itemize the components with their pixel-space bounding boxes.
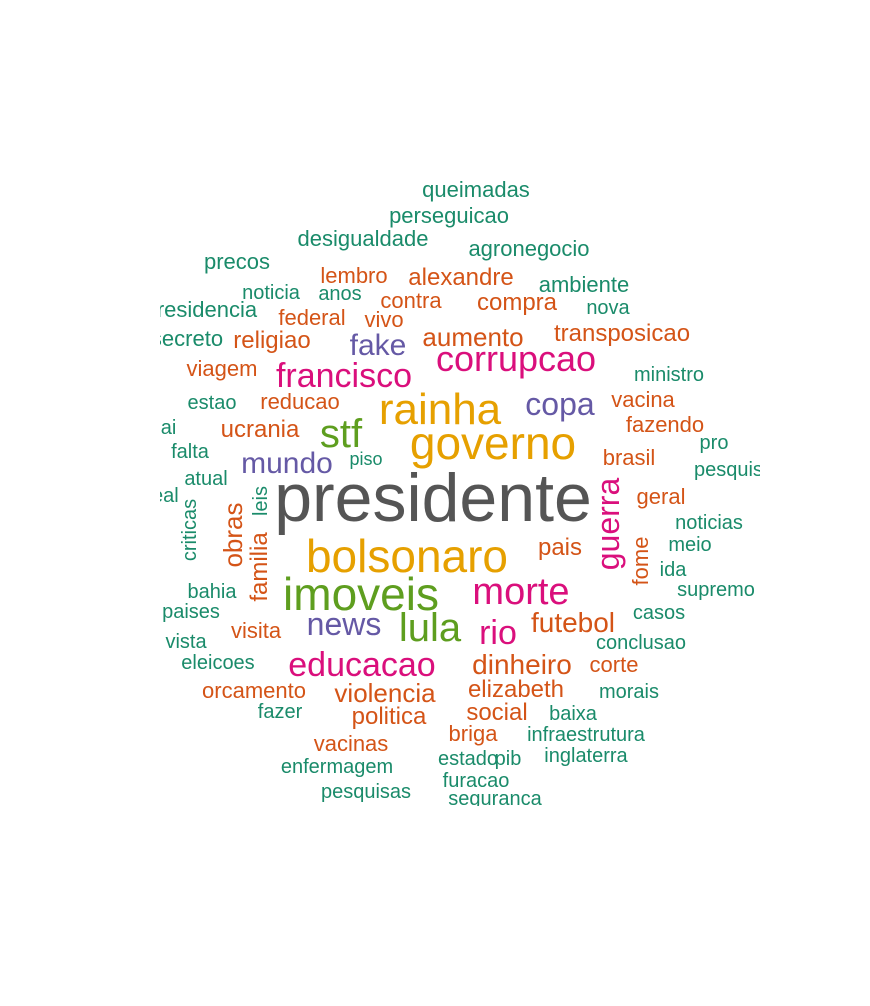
word-religiao: religiao — [233, 327, 311, 354]
word-pro: pro — [699, 432, 729, 454]
word-brasil: brasil — [602, 445, 656, 470]
word-bolsonaro: bolsonaro — [305, 530, 509, 582]
word-bahia: bahia — [187, 581, 237, 603]
word-ida: ida — [659, 559, 687, 581]
word-obras: obras — [218, 502, 248, 568]
word-residencia: residencia — [160, 297, 258, 322]
word-elizabeth: elizabeth — [467, 676, 565, 703]
word-desigualdade: desigualdade — [297, 226, 429, 251]
word-infraestrutura: infraestrutura — [527, 724, 645, 746]
word-reducao: reducao — [260, 389, 340, 414]
word-vivo: vivo — [364, 307, 404, 332]
word-viagem: viagem — [186, 356, 258, 381]
word-criticas: criticas — [179, 498, 201, 562]
word-vacina: vacina — [611, 387, 675, 412]
word-ambiente: ambiente — [538, 272, 630, 297]
word-guerra: guerra — [590, 477, 626, 571]
word-nova: nova — [586, 297, 630, 319]
word-anos: anos — [318, 283, 362, 305]
word-geral: geral — [636, 484, 686, 509]
word-estao: estao — [187, 392, 237, 414]
word-meio: meio — [668, 534, 712, 556]
word-secreto: secreto — [160, 326, 224, 351]
word-leis: leis — [250, 485, 272, 517]
word-mundo: mundo — [241, 447, 333, 480]
word-contra: contra — [380, 288, 442, 313]
word-furacao: furacao — [442, 770, 510, 792]
word-fome: fome — [628, 536, 653, 586]
word-futebol: futebol — [530, 607, 616, 638]
word-imoveis: imoveis — [283, 568, 439, 620]
word-atual: atual — [184, 468, 228, 490]
word-estado: estado — [437, 748, 499, 770]
word-orcamento: orcamento — [202, 678, 306, 703]
word-rio: rio — [479, 614, 517, 652]
word-rainha: rainha — [378, 385, 502, 434]
word-stf: stf — [319, 412, 363, 456]
word-copa: copa — [525, 386, 595, 422]
word-supremo: supremo — [677, 579, 755, 601]
word-conclusao: conclusao — [595, 632, 687, 654]
word-news: news — [306, 606, 382, 642]
word-fake: fake — [349, 329, 407, 362]
word-piso: piso — [349, 449, 383, 469]
word-pais: pais — [537, 534, 583, 561]
word-social: social — [466, 699, 528, 726]
word-real: real — [160, 485, 179, 507]
word-presidente: presidente — [274, 460, 592, 536]
word-cloud-area: presidente bolsonaro governo rainha imoveis l… — [160, 0, 760, 807]
word-lembro: lembro — [320, 263, 388, 288]
word-noticia: noticia — [242, 282, 300, 304]
word-familia: familia — [246, 532, 273, 602]
word-aumento: aumento — [422, 322, 524, 352]
word-morte: morte — [472, 571, 570, 613]
word-inglaterra: inglaterra — [544, 745, 628, 767]
word-pai: pai — [160, 417, 177, 439]
word-vacinas: vacinas — [313, 731, 389, 756]
word-seguranca: seguranca — [448, 788, 542, 806]
word-briga: briga — [448, 721, 498, 746]
word-ucrania: ucrania — [220, 416, 300, 443]
word-educacao: educacao — [288, 646, 436, 684]
word-federal: federal — [278, 305, 346, 330]
word-compra: compra — [476, 289, 558, 316]
word-pib: pib — [494, 748, 522, 770]
word-corte: corte — [589, 652, 639, 677]
word-pesquisas: pesquisas — [320, 781, 412, 803]
word-vista: vista — [165, 631, 207, 653]
word-lula: lula — [398, 606, 462, 650]
word-precos: precos — [203, 249, 271, 274]
word-violencia: violencia — [334, 678, 436, 708]
word-fazer: fazer — [257, 701, 303, 723]
word-governo: governo — [409, 417, 577, 469]
word-queimadas: queimadas — [422, 177, 530, 202]
word-francisco: francisco — [275, 357, 413, 395]
word-falta: falta — [171, 441, 209, 463]
word-dinheiro: dinheiro — [472, 649, 572, 680]
word-visita: visita — [230, 618, 282, 643]
word-noticias: noticias — [675, 512, 743, 534]
word-ministro: ministro — [633, 364, 705, 386]
word-paises: paises — [162, 601, 220, 623]
word-casos: casos — [632, 602, 686, 624]
word-fazendo: fazendo — [625, 412, 705, 437]
word-baixa: baixa — [549, 703, 597, 725]
word-corrupcao: corrupcao — [435, 338, 597, 379]
word-perseguicao: perseguicao — [389, 203, 509, 228]
word-transposicao: transposicao — [553, 320, 691, 347]
word-agronegocio: agronegocio — [468, 236, 590, 261]
word-morais: morais — [598, 681, 660, 703]
word-politica: politica — [351, 703, 427, 730]
word-enfermagem: enfermagem — [280, 756, 394, 778]
word-eleicoes: eleicoes — [181, 652, 255, 674]
word-alexandre: alexandre — [408, 264, 514, 291]
word-pesquisa: pesquisa — [693, 459, 760, 481]
